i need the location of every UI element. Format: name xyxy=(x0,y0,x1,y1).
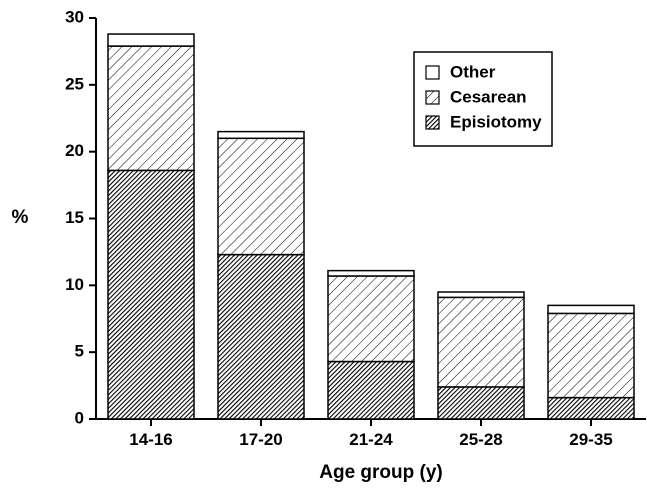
bar-segment-other xyxy=(437,291,525,299)
bar-segment-episiotomy xyxy=(437,386,525,420)
bar-segment-episiotomy xyxy=(107,169,195,420)
y-tick-label: 15 xyxy=(65,208,84,227)
y-tick-label: 30 xyxy=(65,7,84,26)
legend-swatch-other xyxy=(425,65,440,80)
legend-label-cesarean: Cesarean xyxy=(450,87,527,106)
y-tick-label: 10 xyxy=(65,275,84,294)
y-tick-label: 20 xyxy=(65,141,84,160)
x-axis-title: Age group (y) xyxy=(319,462,443,483)
bar-segment-episiotomy xyxy=(217,253,305,420)
x-tick-label: 21-24 xyxy=(349,430,393,449)
bar-segment-cesarean xyxy=(437,296,525,388)
x-tick-label: 25-28 xyxy=(459,430,502,449)
x-axis: 14-16 17-20 21-24 25-28 29-35 xyxy=(95,418,646,449)
y-tick-label: 0 xyxy=(75,408,84,427)
legend-swatch-cesarean xyxy=(425,90,440,105)
bar-segment-cesarean xyxy=(217,137,305,256)
bar-segment-cesarean xyxy=(107,45,195,172)
bar-segment-other xyxy=(327,269,415,277)
x-tick-label: 29-35 xyxy=(569,430,612,449)
y-axis-title: % xyxy=(12,207,29,228)
x-tick-label: 14-16 xyxy=(129,430,172,449)
x-tick-label: 17-20 xyxy=(239,430,282,449)
y-tick-label: 5 xyxy=(75,342,84,361)
bar-segment-other xyxy=(107,33,195,47)
y-tick-label: 25 xyxy=(65,74,84,93)
legend-label-other: Other xyxy=(450,62,496,81)
bar-segment-cesarean xyxy=(547,312,635,399)
bar-segment-episiotomy xyxy=(547,396,635,420)
y-axis: 0 5 10 15 20 25 30 xyxy=(65,7,97,427)
bars-group xyxy=(107,33,635,420)
bar-segment-other xyxy=(217,130,305,140)
bar-segment-cesarean xyxy=(327,275,415,363)
legend: Other Cesarean Episiotomy xyxy=(413,51,553,147)
bar-segment-other xyxy=(547,304,635,315)
legend-label-episiotomy: Episiotomy xyxy=(450,112,542,131)
legend-swatch-episiotomy xyxy=(425,115,440,130)
bar-segment-episiotomy xyxy=(327,360,415,420)
